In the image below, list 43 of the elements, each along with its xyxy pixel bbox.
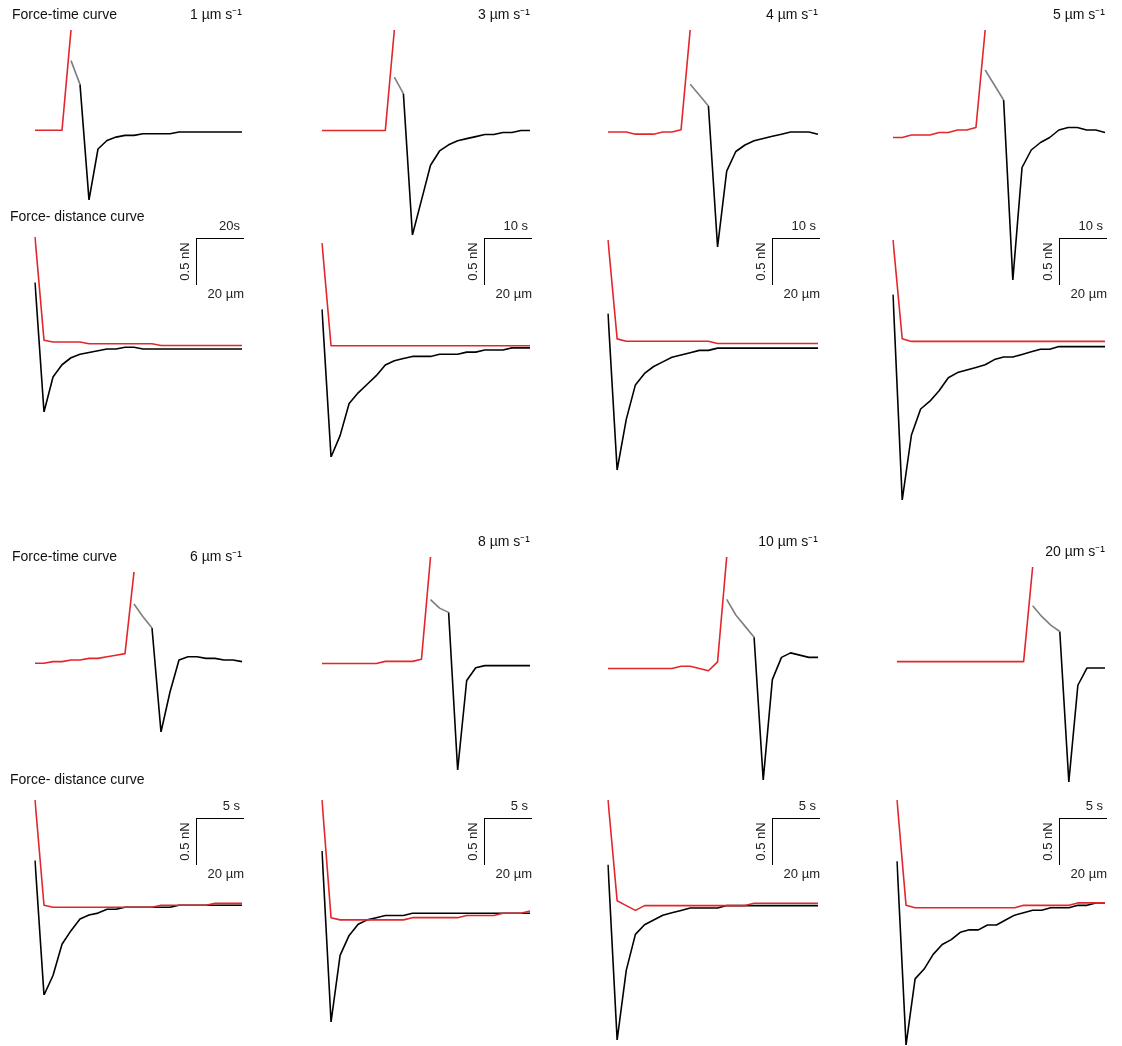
chart-title: 5 µm s⁻¹ — [1053, 5, 1106, 22]
chart-title: 1 µm s⁻¹ — [190, 5, 243, 22]
annotation: 0.5 nN — [176, 821, 192, 863]
annotation: 20 µm — [495, 286, 532, 301]
scale-bar: 10 s 0.5 nN 20 µm — [462, 218, 532, 308]
chart-title: 3 µm s⁻¹ — [478, 5, 531, 22]
scale-bar: 5 s 0.5 nN 20 µm — [1037, 798, 1107, 888]
chart-title: Force- distance curve — [10, 770, 145, 787]
chart-title: 20 µm s⁻¹ — [1045, 542, 1106, 559]
annotation: 0.5 nN — [752, 241, 768, 283]
chart-title: Force- distance curve — [10, 207, 145, 224]
chart-title: 10 µm s⁻¹ — [758, 532, 819, 549]
scale-bar: 10 s 0.5 nN 20 µm — [750, 218, 820, 308]
annotation: 0.5 nN — [176, 241, 192, 283]
annotation: 0.5 nN — [1039, 821, 1055, 863]
text: Force-time curve — [12, 5, 118, 22]
annotation: 20 µm — [207, 866, 244, 881]
scale-bar: 20s 0.5 nN 20 µm — [174, 218, 244, 308]
annotation: 10 s — [503, 218, 528, 233]
chart-title: 8 µm s⁻¹ — [478, 532, 531, 549]
chart-title: 4 µm s⁻¹ — [766, 5, 819, 22]
scale-bar: 10 s 0.5 nN 20 µm — [1037, 218, 1107, 308]
annotation: 20 µm — [783, 866, 820, 881]
annotation: 20 µm — [1070, 866, 1107, 881]
annotation: 5 s — [222, 798, 240, 813]
annotation: 5 s — [510, 798, 528, 813]
scale-bar: 5 s 0.5 nN 20 µm — [462, 798, 532, 888]
annotation: 10 s — [791, 218, 816, 233]
annotation: 20 µm — [1070, 286, 1107, 301]
annotation: 0.5 nN — [464, 241, 480, 283]
annotation: 0.5 nN — [752, 821, 768, 863]
annotation: 10 s — [1078, 218, 1103, 233]
annotation: 5 s — [798, 798, 816, 813]
text: Force-time curve — [12, 547, 118, 564]
annotation: 20 µm — [783, 286, 820, 301]
annotation: 20 µm — [207, 286, 244, 301]
scale-bar: 5 s 0.5 nN 20 µm — [174, 798, 244, 888]
scale-bar: 5 s 0.5 nN 20 µm — [750, 798, 820, 888]
annotation: 0.5 nN — [1039, 241, 1055, 283]
annotation: 20 µm — [495, 866, 532, 881]
annotation: 5 s — [1085, 798, 1103, 813]
annotation: 0.5 nN — [464, 821, 480, 863]
chart-title: 6 µm s⁻¹ — [190, 547, 243, 564]
